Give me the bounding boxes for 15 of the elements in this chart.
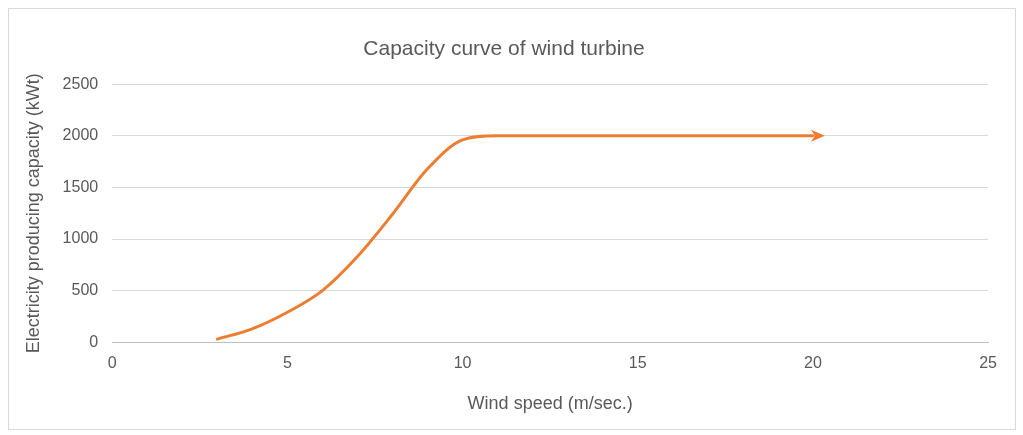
y-tick-label: 2500: [62, 74, 99, 92]
x-tick-label: 15: [628, 354, 647, 372]
x-axis-title: Wind speed (m/sec.): [467, 393, 633, 414]
x-tick-label: 25: [979, 354, 998, 372]
x-tick-label: 0: [107, 354, 117, 372]
x-tick-label: 5: [282, 354, 292, 372]
y-tick-label: 500: [71, 281, 99, 299]
x-tick-label: 20: [804, 354, 822, 372]
y-tick-label: 0: [89, 332, 99, 350]
x-tick-label: 10: [453, 354, 472, 372]
chart-title: Capacity curve of wind turbine: [363, 36, 645, 60]
y-tick-label: 1000: [62, 229, 99, 247]
y-axis-title: Electricity producing capacity (kWt): [22, 73, 43, 354]
y-tick-label: 2000: [62, 126, 99, 144]
y-tick-label: 1500: [62, 177, 99, 195]
